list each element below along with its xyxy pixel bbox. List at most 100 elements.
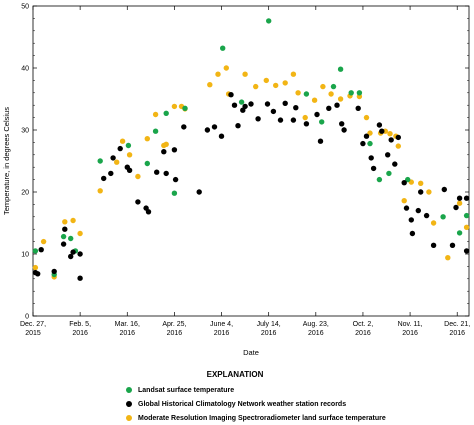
data-point: [264, 101, 271, 107]
data-point: [277, 117, 284, 123]
data-point: [290, 117, 297, 123]
data-point: [68, 253, 74, 260]
data-point: [204, 127, 211, 133]
data-point: [341, 127, 347, 133]
data-point: [163, 170, 169, 177]
y-tick-label: 40: [21, 66, 29, 73]
data-point: [171, 190, 178, 196]
data-point: [108, 170, 114, 177]
x-tick-label: 2016: [402, 330, 418, 337]
data-point: [388, 137, 394, 143]
data-point: [110, 155, 116, 161]
y-tick-label: 20: [21, 190, 29, 197]
x-tick-label: 2016: [449, 330, 465, 337]
data-point: [223, 65, 229, 71]
data-point: [114, 159, 120, 165]
data-point: [171, 147, 178, 153]
x-tick-label: Oct. 2,: [353, 321, 374, 328]
data-point: [376, 176, 383, 183]
data-point: [218, 133, 225, 139]
data-point: [263, 77, 269, 84]
data-point: [367, 140, 373, 147]
data-point: [355, 105, 361, 112]
data-point: [70, 217, 76, 224]
data-point: [273, 82, 279, 89]
data-point: [423, 212, 430, 219]
data-point: [255, 116, 261, 122]
legend-item-landsat: Landsat surface temperature: [126, 384, 234, 396]
data-point: [320, 83, 326, 90]
y-tick-label: 0: [25, 314, 29, 321]
data-point: [311, 97, 318, 103]
data-point: [117, 145, 123, 152]
x-tick-label: Apr. 25,: [162, 321, 186, 328]
data-point: [418, 180, 424, 186]
legend-label: Landsat surface temperature: [138, 386, 235, 394]
data-point: [445, 255, 451, 261]
legend-marker: [126, 401, 132, 407]
data-point: [101, 175, 107, 182]
x-axis-title: Date: [243, 348, 259, 357]
data-point: [385, 152, 391, 158]
data-point: [161, 149, 167, 155]
data-point: [144, 160, 150, 167]
data-point: [60, 241, 67, 247]
data-point: [456, 195, 463, 201]
legend-label: Moderate Resolution Imaging Spectroradio…: [138, 414, 386, 422]
data-point: [68, 235, 74, 242]
data-point: [62, 226, 68, 232]
data-point: [290, 71, 297, 77]
data-point: [97, 158, 103, 164]
x-tick-label: 2016: [167, 330, 183, 337]
data-point: [172, 176, 179, 183]
data-point: [401, 180, 407, 186]
data-point: [207, 82, 213, 88]
data-point: [363, 114, 370, 121]
data-point: [181, 124, 187, 130]
data-point: [302, 114, 308, 121]
data-point: [51, 268, 57, 275]
data-point: [154, 169, 160, 175]
data-point: [77, 275, 83, 281]
data-point: [125, 142, 132, 149]
data-point: [77, 251, 83, 257]
data-point: [266, 18, 272, 24]
legend-marker: [126, 387, 132, 393]
x-tick-label: Dec. 27,: [20, 321, 46, 328]
data-point: [395, 134, 401, 141]
data-point: [231, 102, 238, 108]
data-point: [418, 189, 424, 195]
data-point: [330, 83, 337, 90]
data-point: [430, 220, 437, 226]
data-point: [196, 189, 202, 195]
x-tick-label: Nov. 11,: [398, 321, 423, 328]
data-point: [152, 128, 159, 134]
data-point: [248, 101, 254, 107]
data-point: [319, 119, 325, 125]
data-point: [339, 121, 345, 127]
data-point: [235, 123, 241, 129]
y-axis-title: Temperature, in degrees Celsius: [2, 107, 11, 215]
x-axis: Dec. 27, 2015 Feb. 5, 2016 Mar. 16, 2016 Apr. …: [20, 6, 470, 337]
data-point: [370, 165, 377, 172]
data-point: [293, 105, 299, 111]
data-point: [238, 99, 245, 105]
data-point: [395, 143, 401, 149]
data-point: [328, 91, 334, 97]
data-point: [409, 230, 416, 237]
data-point: [253, 83, 259, 90]
data-point: [376, 122, 383, 128]
series-0: [32, 18, 470, 278]
data-point: [282, 80, 288, 86]
data-point: [70, 249, 76, 255]
data-point: [152, 111, 159, 118]
data-point: [408, 217, 414, 223]
series-2: [32, 65, 470, 280]
data-point: [126, 152, 133, 158]
data-point: [430, 242, 437, 248]
data-point: [317, 138, 324, 144]
x-tick-label: July 14,: [257, 321, 281, 328]
data-point: [456, 230, 463, 236]
data-point: [163, 110, 169, 117]
